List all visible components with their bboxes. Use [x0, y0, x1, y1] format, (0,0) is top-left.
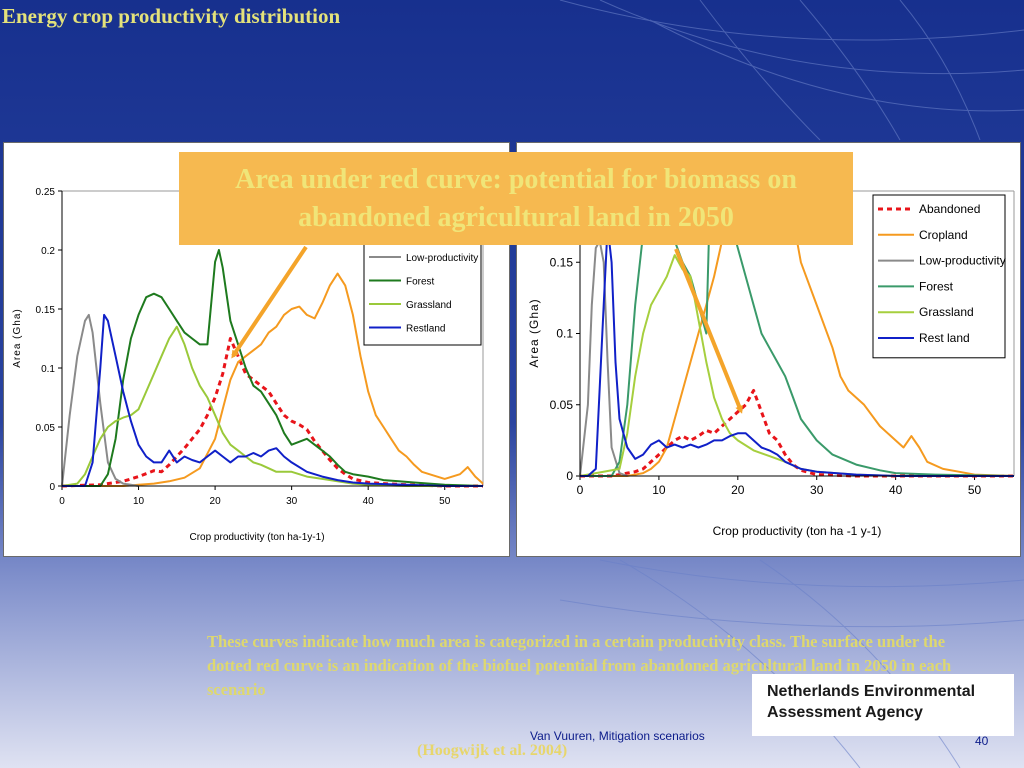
chart1-xtick-label: 30 — [810, 483, 824, 497]
chart1-ytick-label: 0 — [566, 469, 573, 483]
chart0-legend-label-low-productivity: Low-productivity — [406, 253, 478, 264]
chart0-series-grassland — [61, 325, 483, 487]
chart0-xtick-label: 30 — [286, 496, 298, 507]
agency-logo — [752, 674, 1014, 736]
chart0-legend-label-forest: Forest — [406, 277, 435, 288]
chart1-legend-label-forest: Forest — [919, 279, 954, 293]
chart0-xtick-label: 20 — [210, 496, 222, 507]
chart0-ytick-label: 0.1 — [41, 364, 55, 375]
logo-line-1: Netherlands Environmental — [767, 683, 976, 700]
chart1-legend — [872, 194, 1006, 359]
citation: (Hoogwijk et al. 2004) — [417, 742, 568, 759]
chart0-xtick-label: 40 — [363, 496, 375, 507]
chart0-xtick-label: 50 — [439, 496, 451, 507]
chart-left: 0 0.05 0.1 0.15 0.2 0.25 0 10 20 30 40 50 Low-produc… — [12, 187, 484, 543]
chart0-series-abandoned — [61, 337, 483, 488]
chart1-y-axis-label: Area (Gha) — [527, 298, 541, 367]
chart1-xtick-label: 10 — [652, 483, 666, 497]
chart1-series-rest-land — [580, 225, 1014, 477]
chart0-legend-label-restland: Restland — [406, 324, 445, 335]
chart0-legend-label-grassland: Grassland — [406, 300, 452, 311]
chart1-xtick-label: 50 — [968, 483, 982, 497]
chart1-legend-label-cropland: Cropland — [919, 228, 968, 242]
chart0-series-low-productivity — [61, 313, 139, 487]
chart0-ytick-label: 0 — [49, 482, 55, 493]
chart0-series-cropland — [62, 272, 484, 487]
chart1-series-abandoned — [580, 389, 1014, 478]
callout-box: Area under red curve: potential for biom… — [179, 152, 853, 245]
explanation-text: These curves indicate how much area is c… — [207, 632, 952, 699]
agency-logo-text: Netherlands Environmental Assessment Age… — [767, 681, 975, 723]
chart0-ytick-label: 0.15 — [36, 305, 56, 316]
chart0-series-restland — [62, 313, 483, 487]
chart1-legend-label-rest-land: Rest land — [919, 331, 970, 345]
chart0-ytick-label: 0.25 — [36, 187, 56, 198]
chart1-ytick-label: 0.05 — [550, 398, 574, 412]
chart0-y-axis-label: Area (Gha) — [12, 308, 23, 367]
chart1-legend-label-low-productivity: Low-productivity — [919, 254, 1006, 268]
footer-text: Van Vuuren, Mitigation scenarios — [530, 729, 705, 743]
chart0-ytick-label: 0.05 — [36, 423, 56, 434]
chart0-xtick-label: 0 — [59, 496, 65, 507]
chart1-ytick-label: 0.1 — [556, 327, 573, 341]
slide-number: 40 — [975, 734, 989, 748]
chart0-ytick-label: 0.2 — [41, 246, 55, 257]
chart1-xtick-label: 20 — [731, 483, 745, 497]
chart0-x-axis-label: Crop productivity (ton ha-1y-1) — [189, 532, 324, 543]
chart1-xtick-label: 0 — [577, 483, 584, 497]
chart1-xtick-label: 40 — [889, 483, 903, 497]
chart1-series-low-productivity — [579, 239, 628, 477]
slide-title: Energy crop productivity distribution — [2, 4, 341, 28]
chart1-legend-label-grassland: Grassland — [919, 305, 974, 319]
logo-line-2: Assessment Agency — [767, 704, 923, 721]
chart1-ytick-label: 0.15 — [550, 255, 574, 269]
chart1-legend-label-abandoned: Abandoned — [919, 202, 980, 216]
chart1-x-axis-label: Crop productivity (ton ha -1 y-1) — [713, 524, 882, 538]
chart0-xtick-label: 10 — [133, 496, 145, 507]
